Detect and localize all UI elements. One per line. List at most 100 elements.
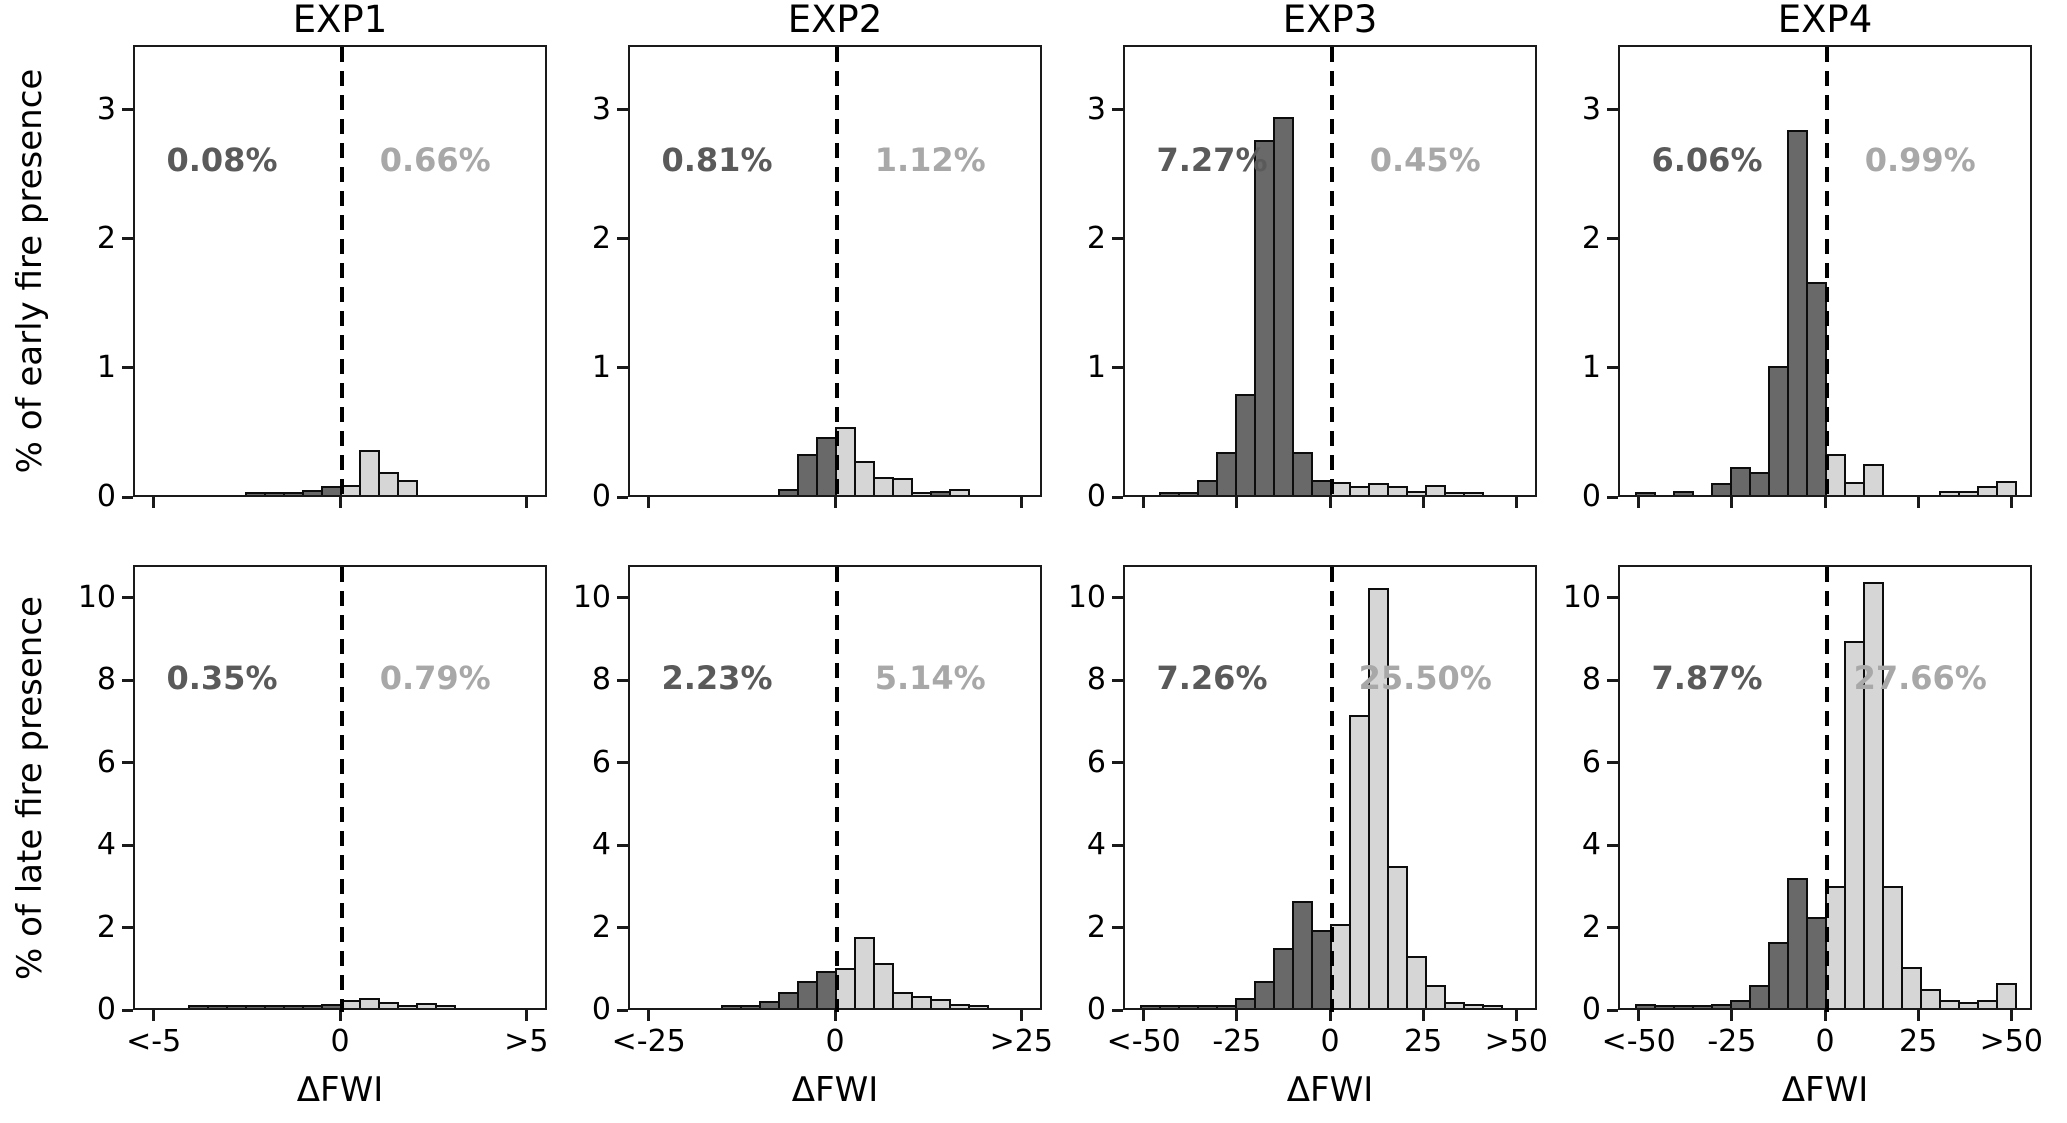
hist-bar-exp3-late-16 bbox=[1444, 1002, 1465, 1008]
hist-bar-exp1-late-9 bbox=[359, 998, 380, 1008]
y-tick-label-exp1-early-1: 1 bbox=[96, 349, 116, 385]
hist-bar-exp3-late-5 bbox=[1235, 998, 1256, 1008]
hist-bar-exp4-late-6 bbox=[1749, 985, 1770, 1008]
hist-bar-exp4-late-4 bbox=[1711, 1004, 1732, 1008]
hist-bar-exp4-early-7 bbox=[1806, 282, 1827, 495]
y-tick-exp4-early-1 bbox=[1607, 366, 1618, 370]
plot-area-exp1-late bbox=[133, 565, 547, 1012]
hist-bar-exp2-late-0 bbox=[721, 1005, 742, 1008]
hist-bar-exp3-late-14 bbox=[1406, 956, 1427, 1008]
hist-bar-exp1-late-11 bbox=[397, 1005, 418, 1008]
hist-bar-exp2-late-4 bbox=[797, 981, 818, 1008]
negative-share-label-exp4-late: 7.87% bbox=[1651, 659, 1763, 698]
y-tick-exp3-early-1 bbox=[1112, 366, 1123, 370]
hist-bar-exp4-early-4 bbox=[1749, 472, 1770, 495]
hist-bar-exp2-early-7 bbox=[911, 492, 932, 495]
y-tick-label-exp1-late-2: 2 bbox=[96, 909, 116, 945]
hist-bar-exp3-late-0 bbox=[1140, 1005, 1161, 1008]
x-tick-exp1-early-1 bbox=[338, 497, 342, 508]
hist-bar-exp2-late-13 bbox=[968, 1005, 989, 1008]
y-tick-label-exp3-early-0: 0 bbox=[1086, 479, 1106, 514]
y-tick-label-exp1-late-4: 4 bbox=[96, 827, 116, 863]
plot-area-exp2-early bbox=[628, 45, 1042, 499]
x-tick-label-exp4-late-3: 25 bbox=[1899, 1024, 1938, 1059]
x-tick-exp2-late-0 bbox=[647, 1010, 651, 1021]
hist-bar-exp2-early-9 bbox=[949, 489, 970, 495]
hist-bar-exp3-late-2 bbox=[1178, 1005, 1199, 1008]
y-tick-label-exp2-early-0: 0 bbox=[591, 479, 611, 514]
hist-bar-exp4-late-7 bbox=[1768, 942, 1789, 1008]
hist-bar-exp3-early-8 bbox=[1311, 480, 1332, 495]
y-tick-exp4-late-2 bbox=[1607, 926, 1618, 930]
hist-bar-exp3-late-9 bbox=[1311, 930, 1332, 1008]
hist-bar-exp3-early-0 bbox=[1159, 492, 1180, 495]
hist-bar-exp4-late-5 bbox=[1730, 1000, 1751, 1008]
x-tick-exp2-early-1 bbox=[833, 497, 837, 508]
x-tick-exp2-early-2 bbox=[1019, 497, 1023, 508]
hist-bar-exp1-late-7 bbox=[321, 1004, 342, 1008]
x-tick-exp3-early-4 bbox=[1514, 497, 1518, 508]
y-tick-label-exp2-early-3: 3 bbox=[591, 91, 611, 127]
hist-bar-exp2-early-6 bbox=[892, 478, 913, 495]
hist-bar-exp3-late-18 bbox=[1482, 1005, 1503, 1008]
hist-bar-exp4-early-2 bbox=[1711, 483, 1732, 495]
x-tick-exp3-early-1 bbox=[1235, 497, 1239, 508]
hist-bar-exp4-early-14 bbox=[1996, 481, 2017, 495]
y-tick-exp2-late-6 bbox=[617, 761, 628, 765]
plot-area-exp4-early bbox=[1618, 45, 2032, 499]
hist-bar-exp4-late-1 bbox=[1654, 1005, 1675, 1008]
y-tick-exp3-late-8 bbox=[1112, 678, 1123, 682]
x-tick-label-exp4-late-4: >50 bbox=[1979, 1024, 2043, 1059]
hist-bar-exp2-late-10 bbox=[911, 996, 932, 1008]
hist-bar-exp3-early-7 bbox=[1292, 452, 1313, 495]
y-tick-exp2-late-8 bbox=[617, 678, 628, 682]
y-tick-label-exp3-late-0: 0 bbox=[1086, 992, 1106, 1027]
hist-bar-exp2-late-7 bbox=[854, 937, 875, 1008]
hist-bar-exp2-early-1 bbox=[797, 454, 818, 495]
panel-title-exp3-early: EXP3 bbox=[1282, 0, 1378, 41]
hist-bar-exp2-late-9 bbox=[892, 992, 913, 1008]
negative-share-label-exp1-late: 0.35% bbox=[166, 659, 278, 698]
hist-bar-exp3-early-5 bbox=[1254, 140, 1275, 495]
x-tick-exp4-early-1 bbox=[1730, 497, 1734, 508]
x-tick-label-exp4-late-2: 0 bbox=[1815, 1024, 1835, 1059]
y-tick-label-exp2-late-10: 10 bbox=[572, 579, 611, 615]
y-tick-exp4-late-4 bbox=[1607, 843, 1618, 847]
hist-bar-exp4-early-6 bbox=[1787, 130, 1808, 495]
hist-bar-exp3-late-15 bbox=[1425, 985, 1446, 1008]
x-tick-label-exp3-late-2: 0 bbox=[1320, 1024, 1340, 1059]
x-tick-exp3-late-3 bbox=[1421, 1010, 1425, 1021]
hist-bar-exp2-late-1 bbox=[740, 1005, 761, 1008]
hist-bar-exp1-late-12 bbox=[416, 1003, 437, 1008]
hist-bar-exp3-late-8 bbox=[1292, 901, 1313, 1008]
x-tick-label-exp2-late-0: <-25 bbox=[611, 1024, 686, 1059]
hist-bar-exp3-late-11 bbox=[1349, 715, 1370, 1008]
zero-reference-line-exp2-early bbox=[835, 47, 839, 499]
negative-share-label-exp2-early: 0.81% bbox=[661, 141, 773, 180]
x-tick-exp1-early-0 bbox=[152, 497, 156, 508]
zero-reference-line-exp2-late bbox=[835, 567, 839, 1012]
positive-share-label-exp4-late: 27.66% bbox=[1853, 659, 1987, 698]
x-tick-exp1-late-1 bbox=[338, 1010, 342, 1021]
negative-share-label-exp4-early: 6.06% bbox=[1651, 141, 1763, 180]
x-tick-exp4-late-2 bbox=[1823, 1010, 1827, 1021]
y-tick-label-exp4-late-8: 8 bbox=[1581, 662, 1601, 698]
x-tick-exp2-early-0 bbox=[647, 497, 651, 508]
x-tick-label-exp1-late-1: 0 bbox=[330, 1024, 350, 1059]
y-tick-label-exp3-late-6: 6 bbox=[1086, 744, 1106, 780]
hist-bar-exp2-late-11 bbox=[930, 999, 951, 1008]
hist-bar-exp3-early-6 bbox=[1273, 117, 1294, 495]
y-tick-label-exp2-late-8: 8 bbox=[591, 662, 611, 698]
hist-bar-exp3-early-14 bbox=[1425, 485, 1446, 495]
hist-bar-exp3-early-15 bbox=[1444, 492, 1465, 495]
y-tick-label-exp3-early-1: 1 bbox=[1086, 349, 1106, 385]
x-tick-exp4-late-1 bbox=[1730, 1010, 1734, 1021]
x-tick-exp3-early-3 bbox=[1421, 497, 1425, 508]
y-tick-label-exp1-early-2: 2 bbox=[96, 220, 116, 256]
hist-bar-exp2-late-8 bbox=[873, 963, 894, 1008]
y-tick-label-exp2-late-0: 0 bbox=[591, 992, 611, 1027]
y-tick-label-exp1-late-8: 8 bbox=[96, 662, 116, 698]
hist-bar-exp4-early-10 bbox=[1863, 464, 1884, 495]
hist-bar-exp3-early-3 bbox=[1216, 452, 1237, 495]
y-tick-label-exp4-late-0: 0 bbox=[1581, 992, 1601, 1027]
